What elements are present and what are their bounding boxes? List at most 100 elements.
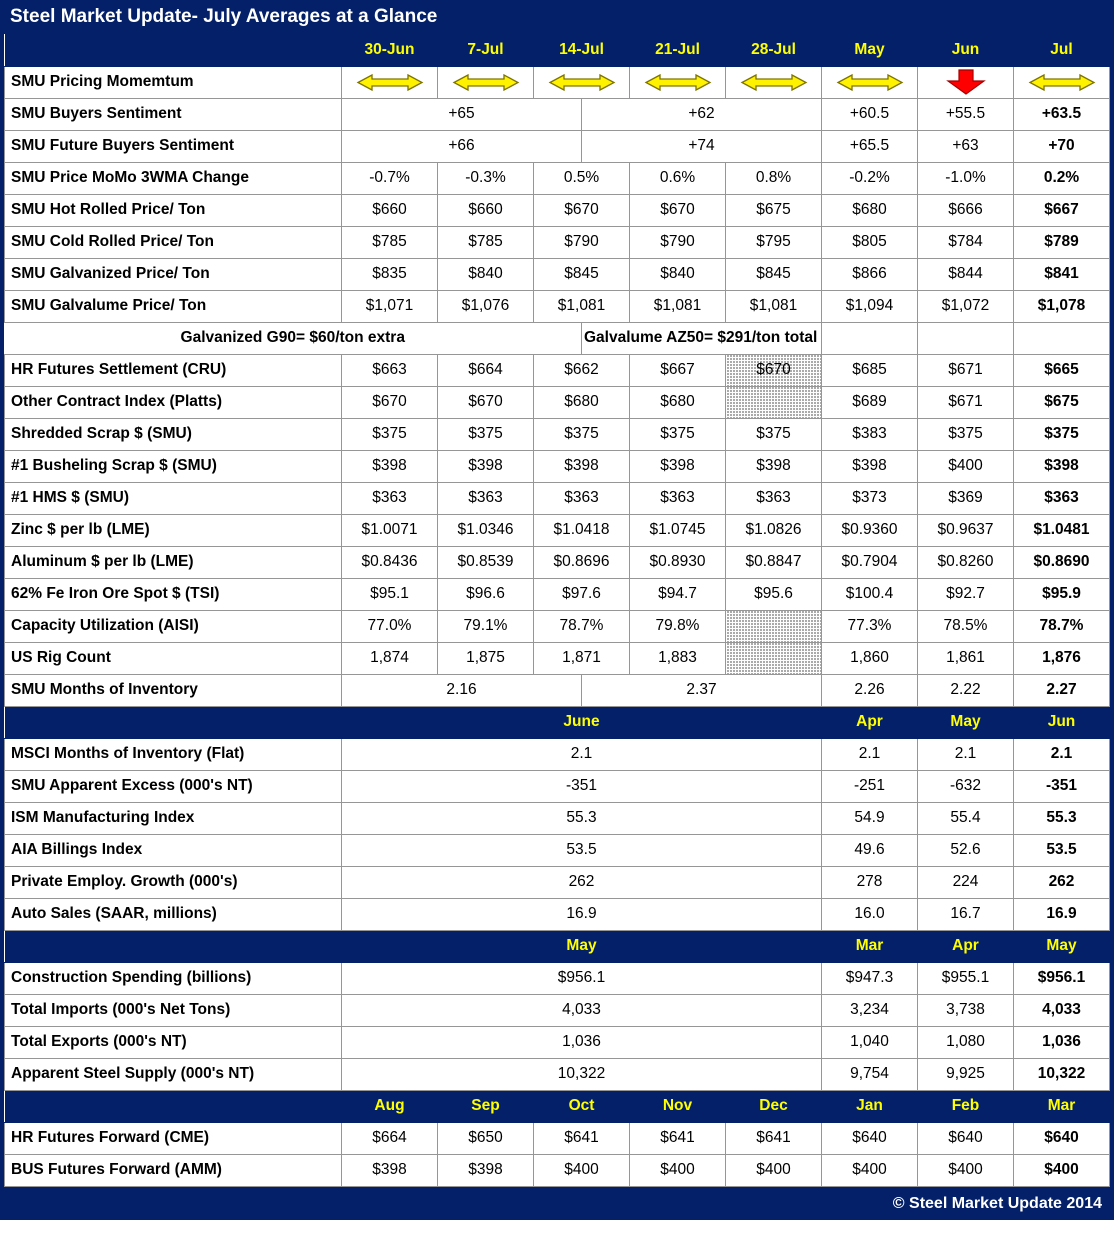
data-cell: -351 <box>1013 770 1110 803</box>
momentum-flat-arrow-icon <box>740 73 807 91</box>
data-cell: $784 <box>917 226 1014 259</box>
data-cell: $841 <box>1013 258 1110 291</box>
momentum-cell <box>533 66 630 99</box>
data-cell: +60.5 <box>821 98 918 131</box>
data-cell: $956.1 <box>341 962 822 995</box>
data-cell: $671 <box>917 354 1014 387</box>
data-cell: -0.3% <box>437 162 534 195</box>
data-cell: $375 <box>341 418 438 451</box>
no-data-cell <box>725 386 822 419</box>
data-cell: $666 <box>917 194 1014 227</box>
data-cell: $400 <box>821 1154 918 1187</box>
data-cell: 10,322 <box>341 1058 822 1091</box>
data-cell: 16.0 <box>821 898 918 931</box>
row-label: 62% Fe Iron Ore Spot $ (TSI) <box>4 578 342 611</box>
row-label: SMU Galvalume Price/ Ton <box>4 290 342 323</box>
data-cell: 2.26 <box>821 674 918 707</box>
report-frame: Steel Market Update- July Averages at a … <box>0 0 1114 1220</box>
row-label: Aluminum $ per lb (LME) <box>4 546 342 579</box>
data-cell: $95.9 <box>1013 578 1110 611</box>
data-cell: $363 <box>341 482 438 515</box>
data-cell: 1,871 <box>533 642 630 675</box>
data-cell: $0.8696 <box>533 546 630 579</box>
data-cell: $790 <box>629 226 726 259</box>
data-cell: $640 <box>1013 1122 1110 1155</box>
data-cell: +65.5 <box>821 130 918 163</box>
data-cell: 53.5 <box>1013 834 1110 867</box>
data-cell: $0.9360 <box>821 514 918 547</box>
data-cell: 9,925 <box>917 1058 1014 1091</box>
section-spacer <box>4 930 342 963</box>
empty-cell <box>1013 322 1110 355</box>
data-cell: +63 <box>917 130 1014 163</box>
data-cell: $670 <box>725 354 822 387</box>
note-text: Galvalume AZ50= $291/ton total extra <box>581 322 822 355</box>
column-header: Aug <box>341 1090 438 1123</box>
data-cell: $641 <box>725 1122 822 1155</box>
data-cell: 55.4 <box>917 802 1014 835</box>
data-cell: $92.7 <box>917 578 1014 611</box>
data-cell: $400 <box>725 1154 822 1187</box>
data-cell: 0.8% <box>725 162 822 195</box>
section-spacer <box>4 706 342 739</box>
row-label: Other Contract Index (Platts) <box>4 386 342 419</box>
column-header: June <box>341 706 822 739</box>
column-header: May <box>917 706 1014 739</box>
data-cell: 78.7% <box>1013 610 1110 643</box>
data-cell: -0.7% <box>341 162 438 195</box>
data-cell: +65 <box>341 98 582 131</box>
data-cell: $840 <box>629 258 726 291</box>
data-cell: 53.5 <box>341 834 822 867</box>
data-cell: $785 <box>437 226 534 259</box>
footer-bar: © Steel Market Update 2014 <box>4 1186 1110 1220</box>
data-cell: $400 <box>917 450 1014 483</box>
data-cell: $1.0418 <box>533 514 630 547</box>
momentum-cell <box>917 66 1014 99</box>
data-cell: $835 <box>341 258 438 291</box>
data-cell: 3,738 <box>917 994 1014 1027</box>
column-header: Mar <box>821 930 918 963</box>
data-cell: $1,081 <box>533 290 630 323</box>
data-cell: 1,860 <box>821 642 918 675</box>
data-cell: $680 <box>821 194 918 227</box>
row-label: BUS Futures Forward (AMM) <box>4 1154 342 1187</box>
data-cell: 52.6 <box>917 834 1014 867</box>
data-cell: $675 <box>725 194 822 227</box>
data-cell: $670 <box>341 386 438 419</box>
row-label: Zinc $ per lb (LME) <box>4 514 342 547</box>
data-cell: $663 <box>341 354 438 387</box>
row-label: Total Exports (000's NT) <box>4 1026 342 1059</box>
data-cell: $94.7 <box>629 578 726 611</box>
data-cell: $375 <box>725 418 822 451</box>
data-cell: $845 <box>725 258 822 291</box>
data-cell: 3,234 <box>821 994 918 1027</box>
column-header: 14-Jul <box>533 34 630 67</box>
data-cell: $373 <box>821 482 918 515</box>
momentum-flat-arrow-icon <box>836 73 903 91</box>
data-cell: $363 <box>437 482 534 515</box>
data-cell: $641 <box>533 1122 630 1155</box>
data-cell: $400 <box>1013 1154 1110 1187</box>
data-cell: 1,874 <box>341 642 438 675</box>
data-cell: $955.1 <box>917 962 1014 995</box>
data-cell: 54.9 <box>821 802 918 835</box>
data-cell: $400 <box>917 1154 1014 1187</box>
data-cell: $680 <box>629 386 726 419</box>
row-label: SMU Buyers Sentiment <box>4 98 342 131</box>
data-cell: 55.3 <box>1013 802 1110 835</box>
data-cell: -251 <box>821 770 918 803</box>
data-cell: -351 <box>341 770 822 803</box>
data-cell: $0.7904 <box>821 546 918 579</box>
data-cell: $375 <box>1013 418 1110 451</box>
data-cell: $662 <box>533 354 630 387</box>
data-cell: $1.0071 <box>341 514 438 547</box>
data-cell: $844 <box>917 258 1014 291</box>
row-label: Capacity Utilization (AISI) <box>4 610 342 643</box>
data-cell: 2.27 <box>1013 674 1110 707</box>
data-cell: $689 <box>821 386 918 419</box>
row-label: Private Employ. Growth (000's) <box>4 866 342 899</box>
column-header: Jun <box>917 34 1014 67</box>
data-cell: 49.6 <box>821 834 918 867</box>
data-cell: 2.37 <box>581 674 822 707</box>
data-cell: $363 <box>1013 482 1110 515</box>
